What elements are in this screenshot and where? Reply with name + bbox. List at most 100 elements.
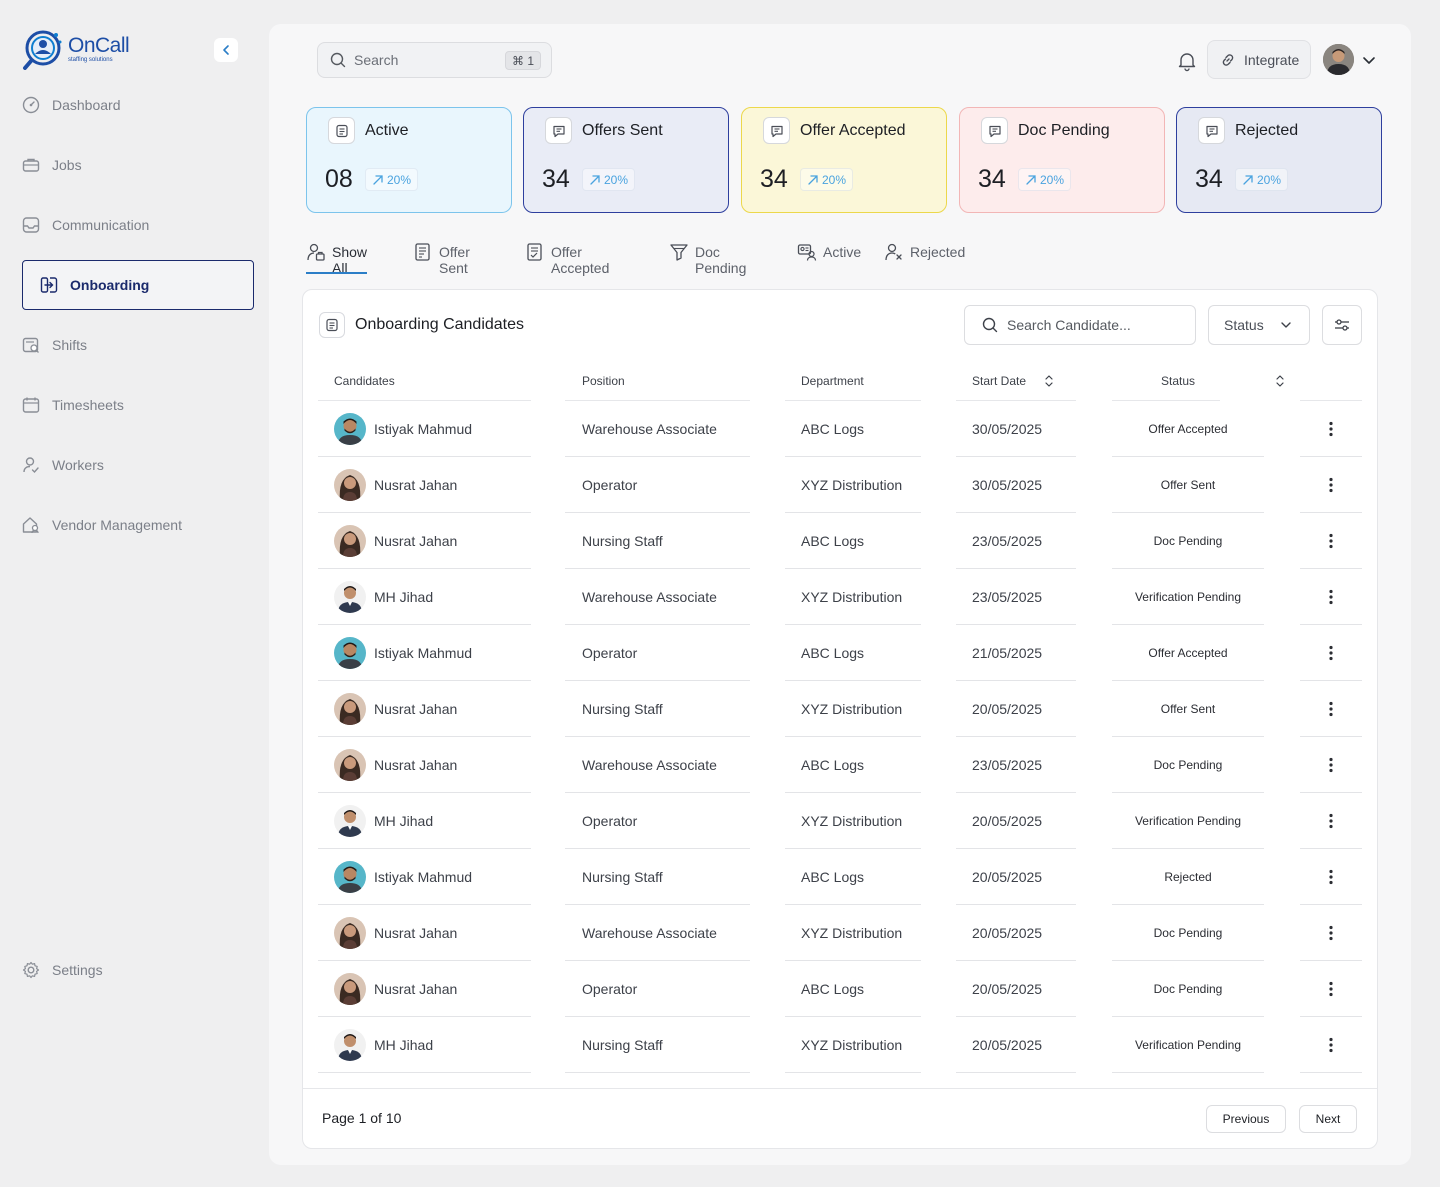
more-options-icon[interactable] <box>1329 645 1333 661</box>
sidebar-item-settings[interactable]: Settings <box>22 945 254 995</box>
logo-mark-icon <box>23 30 62 70</box>
stat-card-rejected[interactable]: Rejected 34 20% <box>1176 107 1382 213</box>
more-options-icon[interactable] <box>1329 589 1333 605</box>
filter-settings-button[interactable] <box>1322 305 1362 345</box>
table-row[interactable]: Nusrat Jahan Nursing Staff ABC Logs 23/05/2… <box>303 513 1379 569</box>
candidate-cell[interactable]: Nusrat Jahan <box>334 457 457 513</box>
more-options-icon[interactable] <box>1329 477 1333 493</box>
candidate-cell[interactable]: MH Jihad <box>334 1017 433 1073</box>
sidebar-item-workers[interactable]: Workers <box>22 440 254 490</box>
divider <box>785 400 921 401</box>
table-row[interactable]: Istiyak Mahmud Operator ABC Logs 21/05/2025… <box>303 625 1379 681</box>
table-row[interactable]: Istiyak Mahmud Nursing Staff ABC Logs 20/05… <box>303 849 1379 905</box>
table-row[interactable]: MH Jihad Operator XYZ Distribution 20/05/20… <box>303 793 1379 849</box>
more-options-icon[interactable] <box>1329 701 1333 717</box>
sidebar-item-dashboard[interactable]: Dashboard <box>22 80 254 130</box>
global-search-input[interactable]: Search ⌘ 1 <box>317 42 552 78</box>
candidate-name: Nusrat Jahan <box>374 533 458 549</box>
candidate-avatar <box>334 637 366 669</box>
table-row[interactable]: MH Jihad Warehouse Associate XYZ Distribut… <box>303 569 1379 625</box>
table-row[interactable]: Nusrat Jahan Nursing Staff XYZ Distributio… <box>303 681 1379 737</box>
previous-button[interactable]: Previous <box>1206 1105 1286 1133</box>
main-panel: Search ⌘ 1 Integrate Active 08 20% Offer… <box>269 24 1411 1165</box>
vendor-icon <box>22 517 39 534</box>
stat-card-doc-pending[interactable]: Doc Pending 34 20% <box>959 107 1165 213</box>
candidate-cell[interactable]: Nusrat Jahan <box>334 905 457 961</box>
stat-card-active[interactable]: Active 08 20% <box>306 107 512 213</box>
more-options-icon[interactable] <box>1329 1037 1333 1053</box>
tab-active[interactable]: Active <box>797 240 861 276</box>
table-row[interactable]: Nusrat Jahan Warehouse Associate ABC Logs 2… <box>303 737 1379 793</box>
stat-card-offers-sent[interactable]: Offers Sent 34 20% <box>523 107 729 213</box>
divider <box>1300 680 1362 681</box>
stat-change-value: 20% <box>387 172 412 187</box>
start-date-cell: 20/05/2025 <box>972 813 1043 829</box>
stat-value: 34 <box>1195 165 1223 193</box>
candidate-cell[interactable]: Istiyak Mahmud <box>334 849 472 905</box>
table-row[interactable]: Nusrat Jahan Operator ABC Logs 20/05/2025 Do… <box>303 961 1379 1017</box>
candidate-cell[interactable]: MH Jihad <box>334 569 433 625</box>
collapse-sidebar-button[interactable] <box>214 38 238 62</box>
sidebar-item-timesheets[interactable]: Timesheets <box>22 380 254 430</box>
notification-bell-icon[interactable] <box>1176 50 1198 72</box>
candidate-cell[interactable]: Nusrat Jahan <box>334 737 457 793</box>
sidebar-item-shifts[interactable]: Shifts <box>22 320 254 370</box>
tab-doc-pending[interactable]: Doc Pending <box>669 240 746 276</box>
divider <box>318 680 531 681</box>
column-header-start-date[interactable]: Start Date <box>972 374 1054 388</box>
column-header-department[interactable]: Department <box>801 374 864 388</box>
tab-show-all[interactable]: Show All <box>306 240 368 276</box>
table-title-text: Onboarding Candidates <box>355 316 525 333</box>
table-row[interactable]: Nusrat Jahan Operator XYZ Distribution 30/0… <box>303 457 1379 513</box>
tab-offer-sent[interactable]: Offer Sent <box>413 240 470 276</box>
status-filter-dropdown[interactable]: Status <box>1208 305 1310 345</box>
sidebar-item-label: Communication <box>52 217 150 233</box>
stat-value: 34 <box>542 165 570 193</box>
more-options-icon[interactable] <box>1329 925 1333 941</box>
table-row[interactable]: Nusrat Jahan Warehouse Associate XYZ Distr… <box>303 905 1379 961</box>
more-options-icon[interactable] <box>1329 757 1333 773</box>
column-header-status[interactable]: Status <box>1161 374 1285 388</box>
inbox-icon <box>22 217 40 233</box>
tab-rejected[interactable]: Rejected <box>884 240 965 276</box>
trend-up-icon <box>1026 174 1036 185</box>
candidate-cell[interactable]: Nusrat Jahan <box>334 681 457 737</box>
logo[interactable]: OnCall staffing solutions <box>22 28 130 70</box>
divider <box>318 792 531 793</box>
candidate-name: Nusrat Jahan <box>374 925 458 941</box>
candidate-cell[interactable]: Istiyak Mahmud <box>334 625 472 681</box>
candidate-cell[interactable]: MH Jihad <box>334 793 433 849</box>
position-cell: Nursing Staff <box>582 869 663 885</box>
candidate-cell[interactable]: Nusrat Jahan <box>334 513 457 569</box>
sidebar-item-communication[interactable]: Communication <box>22 200 254 250</box>
table-row[interactable]: Istiyak Mahmud Warehouse Associate ABC Log… <box>303 401 1379 457</box>
tab-offer-accepted[interactable]: Offer Accepted <box>525 240 609 276</box>
next-button[interactable]: Next <box>1299 1105 1357 1133</box>
more-options-icon[interactable] <box>1329 813 1333 829</box>
more-options-icon[interactable] <box>1329 869 1333 885</box>
candidate-cell[interactable]: Istiyak Mahmud <box>334 401 472 457</box>
more-options-icon[interactable] <box>1329 421 1333 437</box>
candidate-cell[interactable]: Nusrat Jahan <box>334 961 457 1017</box>
more-options-icon[interactable] <box>1329 533 1333 549</box>
sort-icon <box>1045 375 1053 387</box>
divider <box>785 456 921 457</box>
sidebar-item-vendor-management[interactable]: Vendor Management <box>22 500 254 550</box>
table-row[interactable]: MH Jihad Nursing Staff XYZ Distribution 20/… <box>303 1017 1379 1073</box>
link-icon <box>1222 53 1234 66</box>
more-options-icon[interactable] <box>1329 981 1333 997</box>
user-avatar[interactable] <box>1323 44 1354 75</box>
position-cell: Warehouse Associate <box>582 589 717 605</box>
stat-change-badge: 20% <box>365 168 419 191</box>
candidate-search-input[interactable]: Search Candidate... <box>964 305 1196 345</box>
divider <box>565 736 750 737</box>
stat-card-offer-accepted[interactable]: Offer Accepted 34 20% <box>741 107 947 213</box>
column-header-candidates[interactable]: Candidates <box>334 374 395 388</box>
column-header-position[interactable]: Position <box>582 374 625 388</box>
divider <box>1300 456 1362 457</box>
chevron-down-icon[interactable] <box>1361 52 1377 68</box>
sidebar-item-onboarding[interactable]: Onboarding <box>22 260 254 310</box>
sidebar-item-jobs[interactable]: Jobs <box>22 140 254 190</box>
integrate-button[interactable]: Integrate <box>1207 40 1311 79</box>
candidate-name: Istiyak Mahmud <box>374 421 473 437</box>
